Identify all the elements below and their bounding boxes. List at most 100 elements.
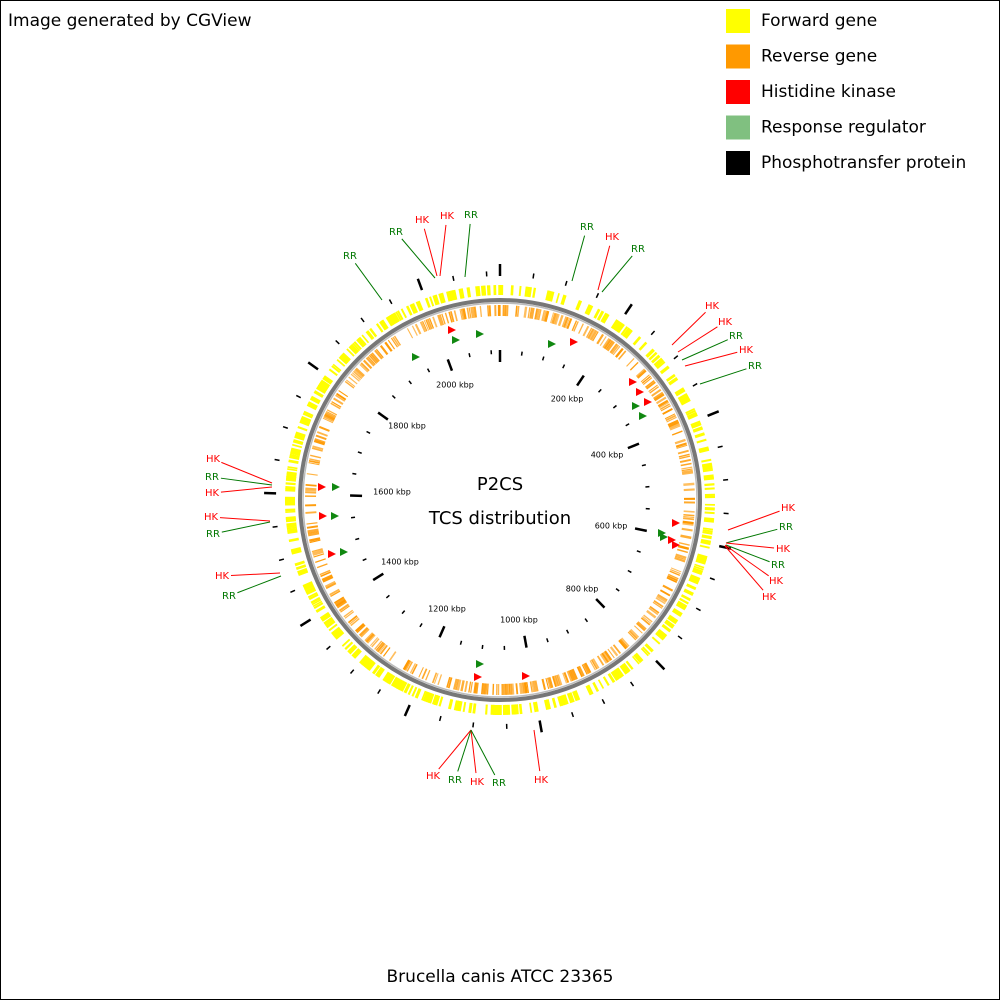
forward-gene bbox=[340, 353, 350, 363]
forward-gene bbox=[375, 323, 384, 333]
forward-gene bbox=[313, 390, 324, 398]
reverse-gene bbox=[529, 307, 533, 319]
forward-gene bbox=[653, 357, 664, 367]
feature-arrow bbox=[319, 512, 327, 520]
reverse-gene bbox=[404, 660, 412, 671]
forward-gene bbox=[300, 417, 311, 425]
reverse-gene bbox=[307, 528, 319, 533]
feature-label: HK bbox=[415, 215, 430, 226]
reverse-gene bbox=[657, 593, 668, 602]
reverse-gene bbox=[338, 390, 349, 398]
reverse-gene bbox=[464, 680, 469, 693]
forward-gene bbox=[379, 320, 387, 331]
forward-gene bbox=[534, 701, 539, 712]
forward-gene bbox=[319, 379, 331, 389]
forward-gene bbox=[316, 387, 326, 394]
forward-gene bbox=[690, 420, 701, 428]
reverse-gene bbox=[529, 681, 533, 693]
reverse-gene bbox=[324, 413, 335, 421]
reverse-gene bbox=[682, 471, 694, 476]
forward-gene bbox=[302, 412, 313, 419]
reverse-gene bbox=[330, 402, 341, 410]
inner-tick bbox=[362, 558, 367, 562]
outer-tick bbox=[272, 525, 278, 528]
leader-line bbox=[724, 545, 764, 591]
forward-gene bbox=[307, 591, 318, 599]
reverse-gene bbox=[319, 569, 331, 576]
forward-gene bbox=[334, 630, 345, 640]
reverse-gene bbox=[421, 668, 428, 680]
forward-gene bbox=[676, 389, 686, 397]
reverse-gene bbox=[345, 379, 356, 388]
reverse-gene bbox=[305, 489, 317, 492]
outer-tick bbox=[538, 720, 543, 733]
feature-label: HK bbox=[206, 454, 221, 465]
forward-gene bbox=[642, 646, 651, 655]
reverse-gene bbox=[309, 458, 321, 462]
reverse-gene bbox=[677, 548, 689, 554]
forward-gene bbox=[703, 518, 715, 523]
forward-gene bbox=[486, 285, 491, 296]
forward-gene bbox=[650, 354, 661, 364]
reverse-gene bbox=[612, 345, 621, 356]
leader-line bbox=[219, 517, 271, 522]
reverse-gene bbox=[447, 677, 453, 689]
forward-gene bbox=[438, 293, 445, 304]
reverse-gene bbox=[682, 520, 694, 525]
reverse-gene bbox=[325, 410, 337, 417]
forward-gene bbox=[347, 644, 357, 654]
forward-gene bbox=[483, 285, 487, 296]
reverse-gene bbox=[626, 358, 635, 367]
forward-gene bbox=[316, 385, 327, 393]
reverse-gene bbox=[376, 642, 386, 653]
forward-gene bbox=[561, 694, 567, 706]
forward-gene bbox=[287, 468, 298, 472]
forward-gene bbox=[678, 395, 689, 402]
inner-tick bbox=[459, 640, 463, 645]
forward-gene bbox=[686, 411, 697, 418]
forward-gene bbox=[514, 704, 519, 715]
forward-gene bbox=[421, 690, 427, 701]
forward-gene bbox=[466, 287, 472, 298]
reverse-gene bbox=[456, 679, 462, 691]
forward-gene bbox=[640, 647, 649, 657]
reverse-gene bbox=[678, 541, 690, 546]
forward-gene bbox=[566, 692, 573, 704]
forward-gene bbox=[432, 294, 439, 306]
reverse-gene bbox=[599, 336, 607, 347]
forward-gene bbox=[679, 597, 689, 605]
reverse-gene bbox=[667, 575, 678, 582]
forward-gene bbox=[452, 289, 458, 301]
footer: Brucella canis ATCC 23365 bbox=[387, 967, 614, 987]
forward-gene bbox=[511, 704, 515, 715]
reverse-gene bbox=[676, 444, 688, 449]
forward-gene bbox=[448, 290, 453, 301]
forward-gene bbox=[411, 686, 418, 697]
reverse-gene bbox=[355, 367, 365, 377]
reverse-gene bbox=[641, 375, 652, 384]
forward-gene bbox=[398, 680, 406, 691]
forward-gene bbox=[399, 681, 408, 692]
reverse-gene bbox=[570, 669, 577, 681]
forward-gene bbox=[702, 466, 713, 471]
forward-gene bbox=[450, 290, 456, 301]
feature-label: RR bbox=[448, 775, 462, 786]
reverse-gene bbox=[462, 308, 467, 320]
reverse-gene bbox=[596, 333, 604, 345]
forward-gene bbox=[387, 314, 396, 326]
forward-gene bbox=[560, 294, 567, 306]
reverse-gene bbox=[578, 665, 585, 677]
reverse-gene bbox=[439, 314, 445, 326]
reverse-gene bbox=[336, 600, 348, 609]
forward-gene bbox=[462, 701, 467, 713]
scale-label: 200 kbp bbox=[551, 395, 584, 404]
forward-gene bbox=[455, 700, 462, 712]
reverse-gene bbox=[453, 310, 458, 322]
reverse-gene bbox=[522, 682, 526, 694]
reverse-gene bbox=[636, 622, 646, 632]
forward-gene bbox=[625, 329, 633, 339]
reverse-gene bbox=[642, 377, 653, 386]
feature-label: RR bbox=[631, 244, 645, 255]
forward-gene bbox=[353, 341, 362, 350]
forward-gene bbox=[286, 475, 297, 480]
